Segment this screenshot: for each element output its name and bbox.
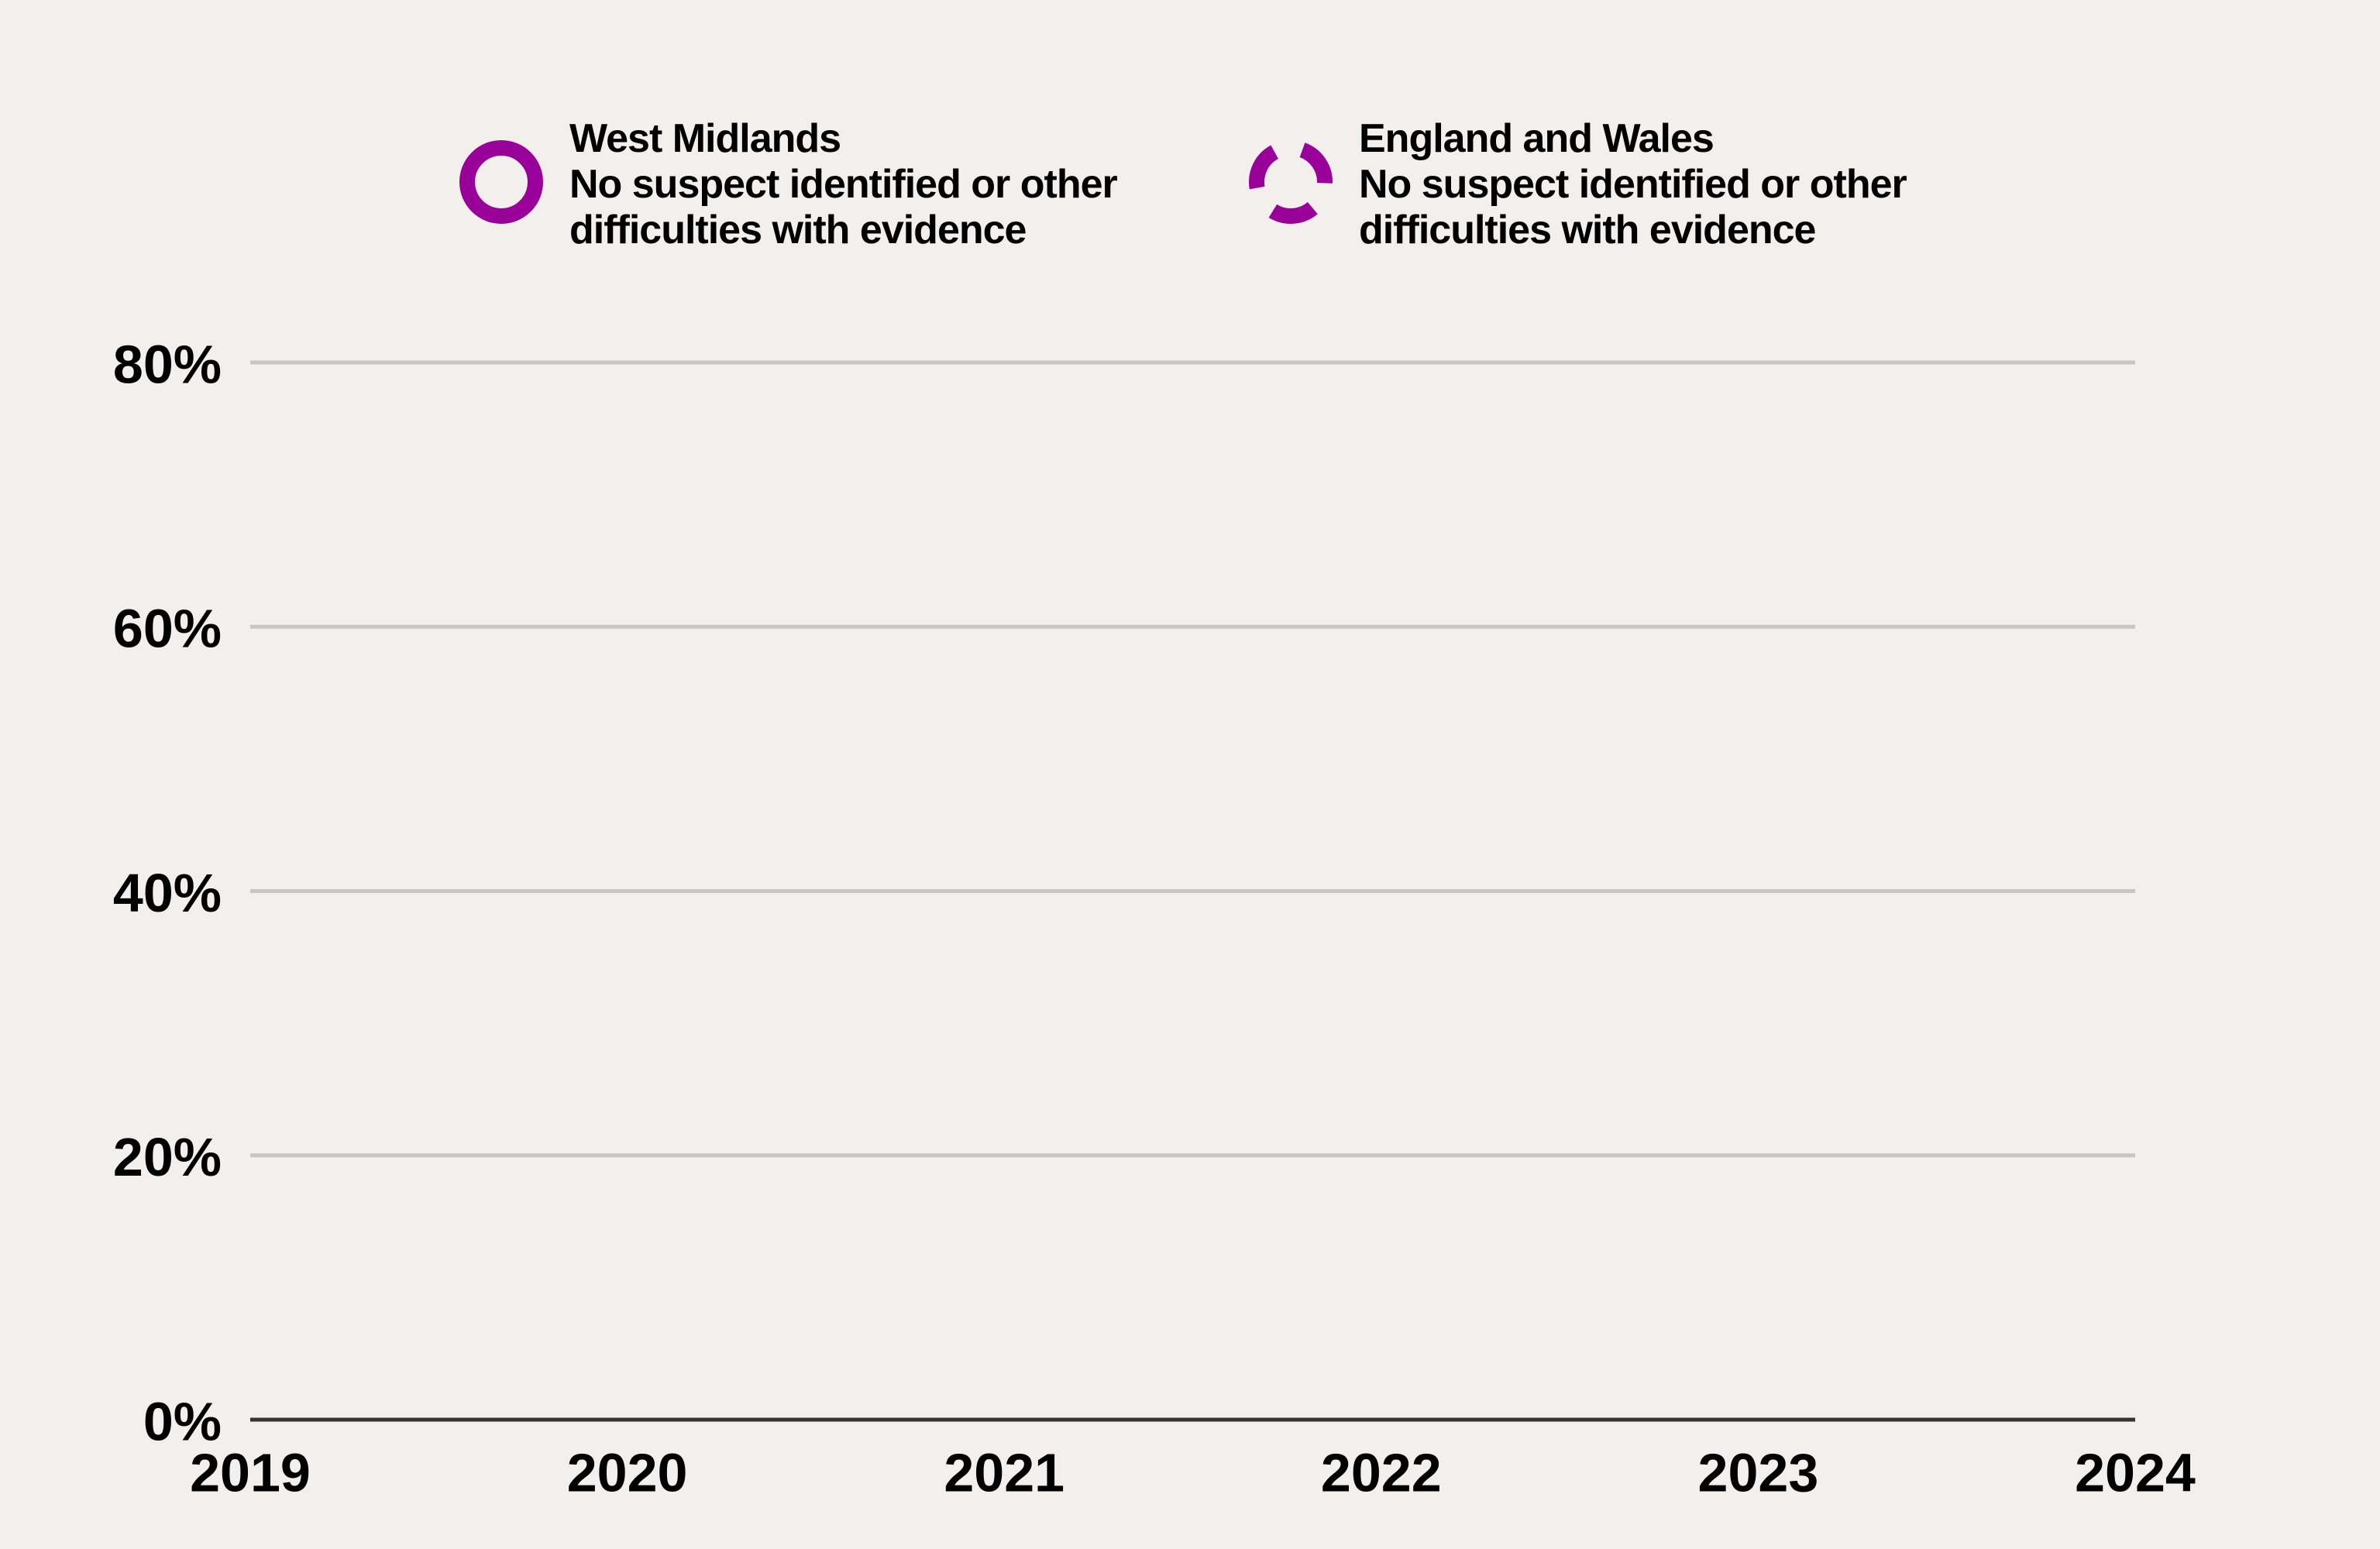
y-tick-label: 60%	[113, 599, 222, 659]
y-tick-label: 0%	[143, 1391, 222, 1451]
legend-label: England and Wales No suspect identified …	[1359, 116, 1907, 252]
y-tick-label: 80%	[113, 334, 222, 394]
legend-marker	[459, 140, 543, 224]
legend-marker	[1249, 140, 1333, 224]
legend-label: West Midlands No suspect identified or o…	[569, 116, 1118, 252]
y-tick-label: 40%	[113, 863, 222, 923]
x-tick-label: 2020	[567, 1442, 688, 1503]
x-tick-label: 2024	[2075, 1442, 2196, 1503]
y-tick-label: 20%	[113, 1127, 222, 1187]
x-tick-label: 2021	[944, 1442, 1064, 1503]
x-tick-label: 2023	[1698, 1442, 1819, 1503]
x-tick-label: 2019	[190, 1442, 311, 1503]
x-tick-label: 2022	[1321, 1442, 1442, 1503]
